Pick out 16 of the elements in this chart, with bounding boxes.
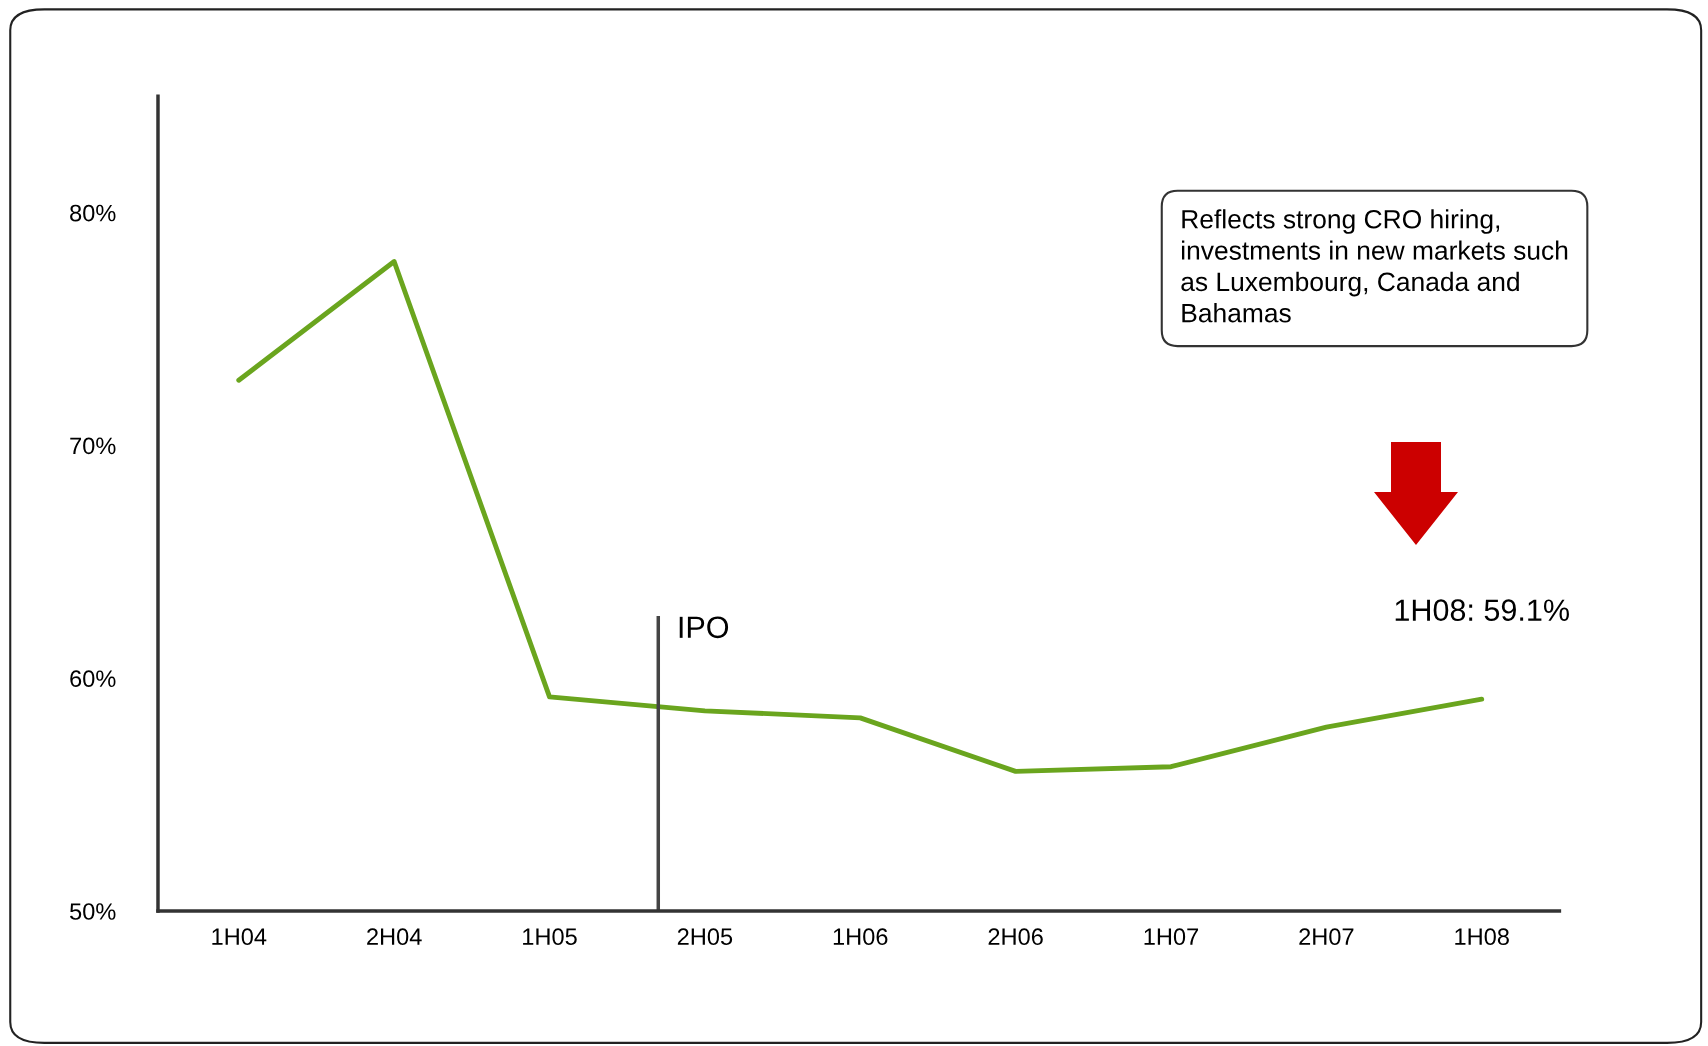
y-tick-label: 80%: [70, 204, 116, 222]
y-tick-label: 70%: [70, 437, 116, 455]
annotation: IPO: [679, 616, 729, 639]
annotation: Reflects strong CRO hiring, investments in new markets such as Luxembourg, Canada and Bahamas: [1181, 209, 1568, 323]
x-tick-label: 2H07: [1299, 928, 1354, 946]
x-tick-label: 2H05: [677, 928, 733, 946]
x-tick-label: 1H05: [523, 928, 577, 946]
x-tick-label: 1H04: [212, 928, 267, 946]
x-tick-label: 1H08: [1455, 928, 1509, 946]
x-tick-label: 1H07: [1144, 928, 1199, 946]
y-tick-label: 60%: [70, 670, 116, 688]
x-tick-label: 2H06: [988, 928, 1043, 946]
y-tick-label: 50%: [70, 903, 116, 920]
x-tick-label: 2H04: [367, 928, 422, 946]
annotation: 1H08: 59.1%: [1395, 599, 1569, 621]
x-tick-label: 1H06: [833, 928, 888, 946]
